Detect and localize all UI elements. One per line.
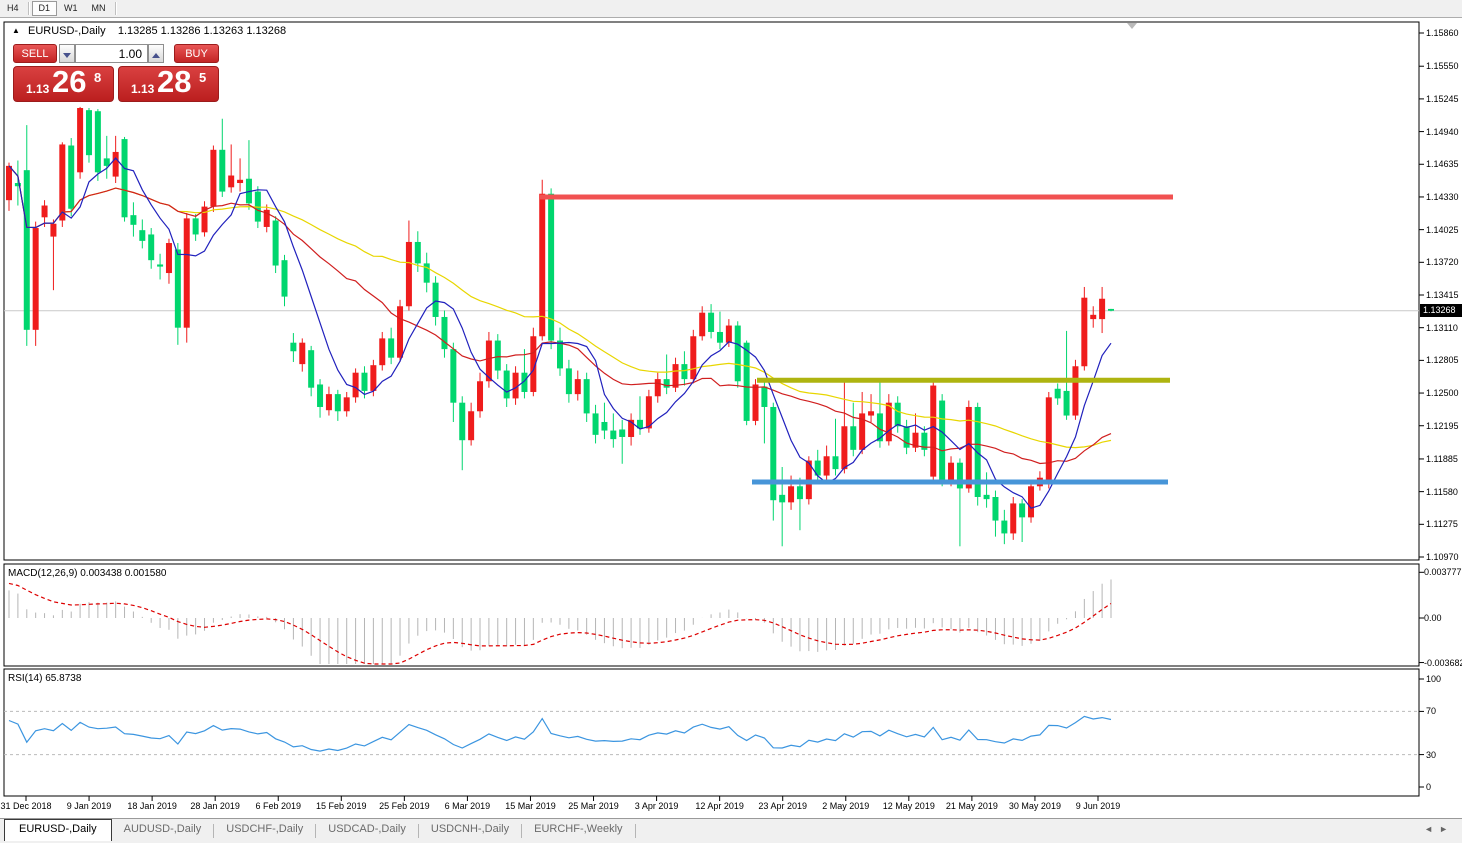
collapse-triangle-icon[interactable]: ▲ [12,26,20,35]
current-price-tag: 1.13268 [1420,304,1462,318]
price-axis-label: 1.11275 [1426,519,1458,530]
date-axis-label: 18 Jan 2019 [127,801,177,811]
rsi-axis-label: 30 [1426,749,1437,760]
rsi-axis-label: 0 [1426,782,1432,792]
date-axis-label: 30 May 2019 [1008,801,1061,811]
symbol-tab-eurusd[interactable]: EURUSD-,Daily [4,819,112,841]
price-axis-label: 1.14330 [1426,191,1459,202]
tab-separator [315,824,317,838]
tab-scroll-left-icon[interactable]: ◄ [1424,824,1440,834]
price-axis-label: 1.13110 [1426,322,1458,333]
symbol-tab-usdcnh[interactable]: USDCNH-,Daily [430,823,510,835]
price-axis-label: 1.10970 [1426,552,1459,562]
sell-button[interactable]: SELL [13,44,57,63]
chart-ohlc-values: 1.13285 1.13286 1.13263 1.13268 [117,25,287,37]
date-axis-label: 2 May 2019 [822,801,870,811]
toolbar-separator [114,2,117,15]
macd-value-signal: 0.001580 [124,568,167,579]
date-axis-label: 3 Apr 2019 [634,801,679,811]
date-axis-label: 15 Feb 2019 [316,801,367,811]
symbol-tab-bar: ◄► EURUSD-,Daily AUDUSD-,Daily USDCHF-,Dai… [0,818,1462,843]
timeframe-button-w1[interactable]: W1 [64,3,78,13]
date-axis-label: 12 Apr 2019 [695,801,744,811]
date-axis-label: 15 Mar 2019 [505,801,556,811]
timeframe-toolbar: H4 D1 W1 MN [0,0,1462,18]
timeframe-button-d1[interactable]: D1 [31,1,58,16]
tab-separator [417,824,419,838]
toolbar-separator [27,2,30,15]
volume-input[interactable] [75,44,148,63]
buy-price-big: 28 [157,64,192,99]
price-axis-label: 1.12805 [1426,355,1459,366]
buy-button[interactable]: BUY [174,44,219,63]
symbol-tab-usdchf[interactable]: USDCHF-,Daily [226,823,304,835]
macd-axis-label: -0.003682 [1424,657,1462,668]
price-axis-label: 1.14635 [1426,159,1459,170]
tab-separator [521,824,523,838]
sell-price-box[interactable]: 1.13 26 8 [13,64,114,102]
buy-price-prefix: 1.13 [131,82,155,96]
price-axis-label: 1.11885 [1426,453,1458,464]
date-axis-label: 25 Feb 2019 [379,801,430,811]
price-axis-label: 1.13415 [1426,290,1459,300]
one-click-trading-panel: SELL BUY 1.13 26 8 1.13 28 5 [13,44,219,102]
rsi-value: 65.8738 [45,673,82,684]
date-axis-label: 6 Feb 2019 [255,801,302,811]
date-axis-label: 31 Dec 2018 [0,801,52,811]
chart-title: ▲ EURUSD-,Daily 1.13285 1.13286 1.13263 … [12,25,286,37]
sell-price-big: 26 [52,64,87,99]
symbol-tab-usdcad[interactable]: USDCAD-,Daily [328,823,406,835]
date-axis-label: 9 Jun 2019 [1075,801,1121,811]
buy-price-sup: 5 [199,70,207,85]
price-axis-label: 1.12500 [1426,388,1459,399]
macd-value-main: 0.003438 [80,568,122,579]
timeframe-button-mn[interactable]: MN [91,3,106,13]
date-axis-label: 25 Mar 2019 [568,801,619,811]
tab-separator [634,824,636,838]
macd-axis-label: 0.00 [1424,613,1442,623]
tab-separator [213,824,215,838]
rsi-axis-label: 100 [1426,674,1442,684]
volume-increase-button[interactable] [148,44,164,63]
sell-price-sup: 8 [94,70,102,85]
symbol-tab-eurchf[interactable]: EURCHF-,Weekly [534,823,623,835]
buy-price-box[interactable]: 1.13 28 5 [118,64,219,102]
symbol-tab-audusd[interactable]: AUDUSD-,Daily [123,823,202,835]
price-axis-label: 1.15860 [1426,28,1459,38]
down-arrow-icon [63,53,71,58]
date-axis-label: 28 Jan 2019 [190,801,240,811]
date-axis-label: 6 Mar 2019 [444,801,491,811]
date-axis-label: 12 May 2019 [882,801,935,811]
price-axis-label: 1.13720 [1426,257,1459,268]
date-axis-label: 21 May 2019 [945,801,998,811]
macd-axis-label: 0.003777 [1424,567,1462,578]
price-axis-label: 1.14940 [1426,126,1459,137]
tab-scroll-right-icon[interactable]: ► [1439,824,1454,834]
volume-decrease-button[interactable] [59,44,75,63]
date-axis-label: 23 Apr 2019 [758,801,807,811]
price-axis-label: 1.12195 [1426,420,1459,431]
price-axis-label: 1.15550 [1426,61,1459,72]
chart-symbol-label: EURUSD-,Daily [27,25,106,37]
sell-price-prefix: 1.13 [26,82,50,96]
rsi-axis-label: 70 [1426,706,1437,717]
chart-shift-marker-icon [1127,23,1137,29]
up-arrow-icon [152,53,160,58]
rsi-label: RSI(14) 65.8738 [8,673,82,684]
price-axis-label: 1.15245 [1426,93,1459,104]
date-axis-label: 9 Jan 2019 [66,801,112,811]
timeframe-button-h4[interactable]: H4 [7,3,19,13]
price-axis-label: 1.11580 [1426,486,1458,497]
price-axis-label: 1.14025 [1426,224,1459,235]
macd-label: MACD(12,26,9) 0.003438 0.001580 [8,568,167,579]
